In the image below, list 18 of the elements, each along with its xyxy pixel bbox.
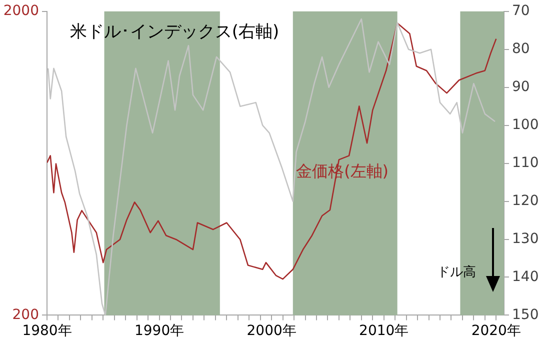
series-label: 米ドル･インデックス(右軸)	[70, 22, 280, 42]
y2-tick-label: 140	[512, 268, 539, 285]
y2-tick-label: 120	[512, 192, 539, 209]
x-tick-label: 2020年	[471, 323, 521, 340]
y2-tick-label: 80	[512, 41, 530, 58]
x-tick-label: 1990年	[134, 323, 184, 340]
y-tick-label: 200	[12, 306, 39, 323]
y2-tick-label: 100	[512, 116, 539, 133]
y2-tick-label: 90	[512, 78, 530, 95]
y-tick-label: 2000	[3, 3, 39, 20]
y2-tick-label: 130	[512, 230, 539, 247]
x-tick-label: 2000年	[246, 323, 296, 340]
y2-tick-label: 150	[512, 306, 539, 323]
annotation: ドル高	[437, 264, 476, 280]
y2-tick-label: 70	[512, 3, 530, 20]
x-tick-label: 1980年	[22, 323, 72, 340]
x-tick-label: 2010年	[359, 323, 409, 340]
y2-tick-label: 110	[512, 154, 539, 171]
